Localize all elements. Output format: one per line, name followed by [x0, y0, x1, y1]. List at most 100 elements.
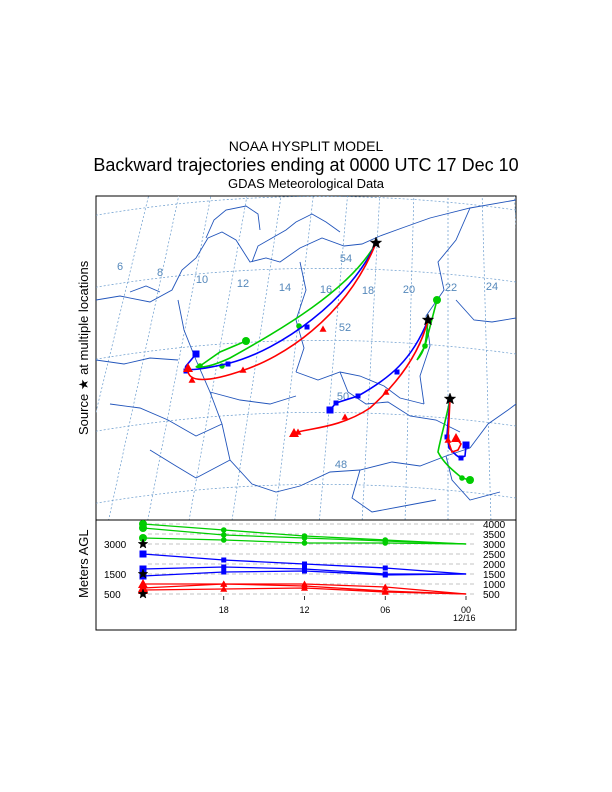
green-trajectory-end-marker: [433, 296, 441, 304]
blue-trajectory-marker: [355, 393, 361, 399]
profile-series-marker: [381, 588, 389, 595]
meridian-line: [231, 196, 282, 520]
blue-trajectory-marker: [333, 400, 339, 406]
meridian-line: [514, 196, 516, 230]
red-trajectory-path: [293, 319, 429, 434]
chart-title: Backward trajectories ending at 0000 UTC…: [93, 155, 519, 175]
blue-trajectory-marker: [458, 455, 464, 461]
green-trajectory-path: [195, 242, 377, 369]
longitude-label: 12: [237, 278, 249, 290]
boundary-line: [209, 391, 297, 405]
longitude-label: 20: [403, 284, 415, 296]
boundary-line: [149, 449, 231, 479]
green-trajectory-end-marker: [242, 337, 250, 345]
green-trajectory-path: [416, 299, 438, 361]
longitude-label: 18: [362, 285, 374, 297]
profile-left-tick: 3000: [104, 540, 127, 551]
profile-time-tick: 00: [461, 605, 471, 615]
longitude-label: 22: [445, 282, 457, 294]
meridian-line: [188, 196, 248, 520]
profile-start-star: [137, 588, 149, 599]
blue-trajectory-marker: [225, 361, 231, 367]
profile-series-marker: [139, 550, 147, 558]
boundary-line: [339, 371, 461, 433]
data-source-title: GDAS Meteorological Data: [227, 176, 385, 191]
boundary-line: [295, 261, 307, 373]
meridian-line: [108, 196, 180, 520]
boundary-line: [251, 213, 341, 263]
blue-trajectory-marker: [394, 369, 400, 375]
boundary-line: [205, 205, 261, 239]
profile-time-tick: 18: [219, 605, 229, 615]
profile-series-marker: [139, 524, 147, 532]
red-trajectory-marker: [341, 413, 349, 420]
profile-series-marker: [220, 537, 227, 543]
boundary-line: [419, 207, 471, 405]
profile-right-tick: 1000: [483, 580, 506, 591]
height-profile: 4000350030002500200015001000500300015005…: [104, 520, 506, 615]
profile-series-marker: [220, 585, 228, 592]
profile-right-tick: 3500: [483, 530, 506, 541]
profile-series-marker: [382, 540, 389, 546]
profile-series-marker: [221, 564, 227, 570]
profile-left-tick: 1500: [104, 570, 127, 581]
longitude-label: 8: [157, 267, 163, 279]
side-label: Source ★ at multiple locations: [76, 260, 91, 435]
profile-right-tick: 4000: [483, 520, 506, 531]
profile-series-marker: [301, 535, 308, 541]
latitude-label: 54: [340, 253, 352, 265]
profile-series-marker: [221, 569, 227, 575]
latitude-label: 52: [339, 322, 351, 334]
meridian-line: [361, 196, 381, 520]
profile-series-marker: [220, 532, 227, 538]
red-trajectory-marker: [239, 366, 247, 373]
boundary-line: [109, 403, 223, 437]
profile-frame: [95, 519, 517, 631]
profile-right-tick: 500: [483, 590, 500, 601]
green-trajectory-marker: [422, 343, 428, 349]
green-trajectory-marker: [197, 363, 203, 369]
profile-time-tick: 06: [380, 605, 390, 615]
map-frame: [95, 195, 517, 521]
source-star-southeast: [443, 392, 457, 405]
longitude-labels: 6 8 10 12 14 16 18 20 22 24: [117, 261, 498, 297]
blue-trajectory-end-marker: [462, 441, 470, 449]
boundary-line: [96, 357, 179, 365]
profile-series-marker: [139, 534, 147, 542]
red-trajectory-marker: [319, 325, 327, 332]
profile-series-marker: [382, 572, 388, 578]
profile-series-marker: [302, 568, 307, 574]
profile-series-marker: [221, 557, 227, 563]
parallel-line: [96, 196, 516, 216]
boundary-line: [129, 285, 161, 293]
blue-trajectory-end-marker: [326, 406, 334, 414]
profile-series-marker: [302, 561, 307, 567]
profile-series-marker: [382, 565, 388, 571]
boundary-line: [299, 447, 471, 487]
profile-left-tick: 500: [104, 590, 121, 601]
parallel-line: [96, 412, 516, 432]
profile-start-star: [137, 538, 149, 549]
boundary-line: [469, 403, 516, 449]
profile-series-marker: [220, 527, 227, 533]
profile-series-marker: [220, 580, 228, 587]
red-trajectory-path: [187, 242, 377, 381]
date-label: 12/16: [453, 613, 476, 623]
blue-trajectory-marker: [304, 324, 310, 330]
green-trajectory-path: [437, 398, 471, 481]
profile-right-tick: 2000: [483, 560, 506, 571]
trajectory-paths: [183, 236, 474, 484]
boundary-line: [96, 199, 516, 303]
source-star-middle: [421, 313, 435, 326]
map-grid: [96, 196, 516, 520]
boundary-line: [351, 469, 437, 513]
red-trajectory-path: [447, 398, 462, 454]
map-boundaries: [96, 199, 516, 513]
red-trajectory-end-marker: [289, 428, 299, 437]
profile-series-marker: [301, 584, 308, 591]
red-trajectory-marker: [382, 388, 390, 395]
meridian-line: [147, 196, 212, 520]
boundary-line: [455, 299, 516, 323]
